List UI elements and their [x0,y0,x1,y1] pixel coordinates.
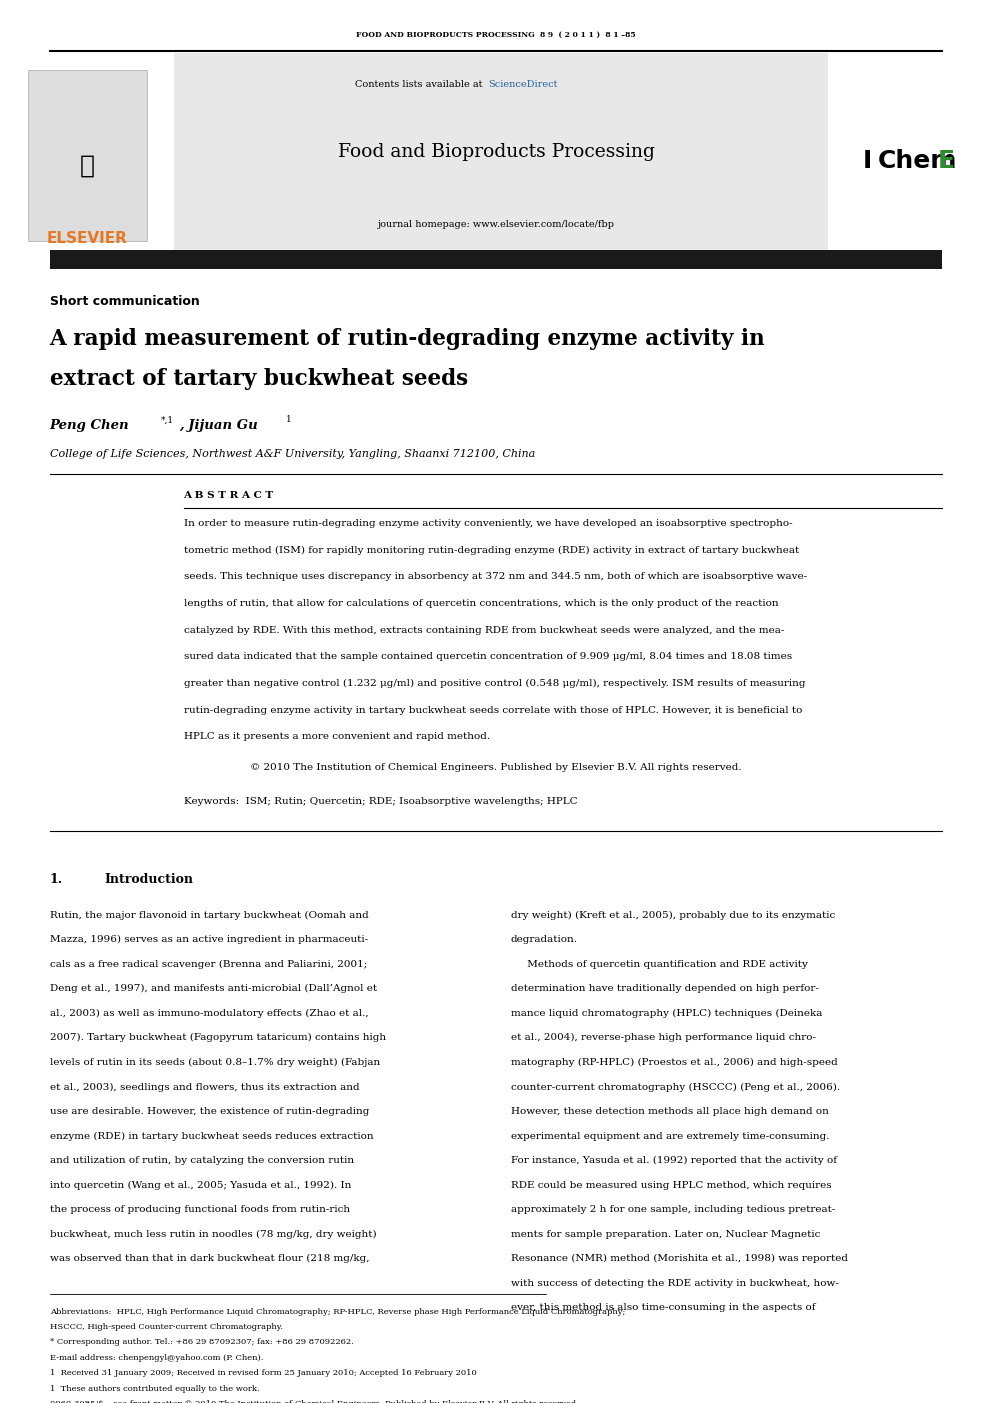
Text: Resonance (NMR) method (Morishita et al., 1998) was reported: Resonance (NMR) method (Morishita et al.… [511,1254,848,1264]
Text: use are desirable. However, the existence of rutin-degrading: use are desirable. However, the existenc… [50,1107,369,1115]
Text: buckwheat, much less rutin in noodles (78 mg/kg, dry weight): buckwheat, much less rutin in noodles (7… [50,1229,376,1239]
Text: Food and Bioproducts Processing: Food and Bioproducts Processing [337,143,655,160]
Text: In order to measure rutin-degrading enzyme activity conveniently, we have develo: In order to measure rutin-degrading enzy… [184,519,793,528]
Text: HPLC as it presents a more convenient and rapid method.: HPLC as it presents a more convenient an… [184,732,490,741]
Text: degradation.: degradation. [511,936,578,944]
Text: and utilization of rutin, by catalyzing the conversion rutin: and utilization of rutin, by catalyzing … [50,1156,354,1164]
Text: al., 2003) as well as immuno-modulatory effects (Zhao et al.,: al., 2003) as well as immuno-modulatory … [50,1009,368,1019]
Text: FOOD AND BIOPRODUCTS PROCESSING  8 9  ( 2 0 1 1 )  8 1 –85: FOOD AND BIOPRODUCTS PROCESSING 8 9 ( 2 … [356,31,636,39]
Text: enzyme (RDE) in tartary buckwheat seeds reduces extraction: enzyme (RDE) in tartary buckwheat seeds … [50,1131,373,1141]
Text: ments for sample preparation. Later on, Nuclear Magnetic: ments for sample preparation. Later on, … [511,1229,820,1239]
Text: 0960-3085/$ – see front matter © 2010 The Institution of Chemical Engineers. Pub: 0960-3085/$ – see front matter © 2010 Th… [50,1400,578,1403]
Text: matography (RP-HPLC) (Proestos et al., 2006) and high-speed: matography (RP-HPLC) (Proestos et al., 2… [511,1058,837,1068]
FancyBboxPatch shape [50,250,942,269]
Text: levels of rutin in its seeds (about 0.8–1.7% dry weight) (Fabjan: levels of rutin in its seeds (about 0.8–… [50,1058,380,1068]
Text: dry weight) (Kreft et al., 2005), probably due to its enzymatic: dry weight) (Kreft et al., 2005), probab… [511,911,835,920]
Text: ELSEVIER: ELSEVIER [47,231,128,247]
Text: 2007). Tartary buckwheat (Fagopyrum tataricum) contains high: 2007). Tartary buckwheat (Fagopyrum tata… [50,1033,386,1042]
Text: Introduction: Introduction [104,873,193,885]
Text: catalyzed by RDE. With this method, extracts containing RDE from buckwheat seeds: catalyzed by RDE. With this method, extr… [184,626,784,634]
Text: ever, this method is also time-consuming in the aspects of: ever, this method is also time-consuming… [511,1303,815,1312]
Text: I: I [863,149,872,174]
Text: ScienceDirect: ScienceDirect [488,80,558,88]
Text: sured data indicated that the sample contained quercetin concentration of 9.909 : sured data indicated that the sample con… [184,652,792,661]
Text: © 2010 The Institution of Chemical Engineers. Published by Elsevier B.V. All rig: © 2010 The Institution of Chemical Engin… [250,763,742,772]
Text: approximately 2 h for one sample, including tedious pretreat-: approximately 2 h for one sample, includ… [511,1205,835,1214]
Text: seeds. This technique uses discrepancy in absorbency at 372 nm and 344.5 nm, bot: seeds. This technique uses discrepancy i… [184,572,806,581]
Text: was observed than that in dark buckwheat flour (218 mg/kg,: was observed than that in dark buckwheat… [50,1254,369,1264]
Text: Mazza, 1996) serves as an active ingredient in pharmaceuti-: Mazza, 1996) serves as an active ingredi… [50,936,368,944]
Text: *,1: *,1 [161,415,174,424]
Text: determination have traditionally depended on high perfor-: determination have traditionally depende… [511,985,818,993]
Text: journal homepage: www.elsevier.com/locate/fbp: journal homepage: www.elsevier.com/locat… [378,220,614,229]
Text: 1: 1 [286,415,292,424]
Text: E-mail address: chenpengyl@yahoo.com (P. Chen).: E-mail address: chenpengyl@yahoo.com (P.… [50,1354,263,1362]
Text: E: E [937,149,954,174]
Text: 1.: 1. [50,873,62,885]
Text: tometric method (ISM) for rapidly monitoring rutin-degrading enzyme (RDE) activi: tometric method (ISM) for rapidly monito… [184,546,799,556]
Text: Abbreviations:  HPLC, High Performance Liquid Chromatography; RP-HPLC, Reverse p: Abbreviations: HPLC, High Performance Li… [50,1308,625,1316]
Text: However, these detection methods all place high demand on: However, these detection methods all pla… [511,1107,828,1115]
Text: A B S T R A C T: A B S T R A C T [184,491,274,499]
Text: extract of tartary buckwheat seeds: extract of tartary buckwheat seeds [50,368,467,390]
Text: College of Life Sciences, Northwest A&F University, Yangling, Shaanxi 712100, Ch: College of Life Sciences, Northwest A&F … [50,449,535,459]
Text: HSCCC, High-speed Counter-current Chromatography.: HSCCC, High-speed Counter-current Chroma… [50,1323,283,1331]
Text: Contents lists available at: Contents lists available at [355,80,486,88]
Text: 1  These authors contributed equally to the work.: 1 These authors contributed equally to t… [50,1385,259,1393]
Text: Peng Chen: Peng Chen [50,419,129,432]
Text: For instance, Yasuda et al. (1992) reported that the activity of: For instance, Yasuda et al. (1992) repor… [511,1156,837,1166]
Text: with success of detecting the RDE activity in buckwheat, how-: with success of detecting the RDE activi… [511,1278,839,1288]
Text: rutin-degrading enzyme activity in tartary buckwheat seeds correlate with those : rutin-degrading enzyme activity in tarta… [184,706,802,714]
Text: Short communication: Short communication [50,295,199,307]
Text: Keywords:  ISM; Rutin; Quercetin; RDE; Isoabsorptive wavelengths; HPLC: Keywords: ISM; Rutin; Quercetin; RDE; Is… [184,797,577,805]
FancyBboxPatch shape [174,53,828,250]
Text: * Corresponding author. Tel.: +86 29 87092307; fax: +86 29 87092262.: * Corresponding author. Tel.: +86 29 870… [50,1338,353,1347]
Text: mance liquid chromatography (HPLC) techniques (Deineka: mance liquid chromatography (HPLC) techn… [511,1009,822,1019]
Text: Deng et al., 1997), and manifests anti-microbial (Dall’Agnol et: Deng et al., 1997), and manifests anti-m… [50,985,377,993]
Text: Rutin, the major flavonoid in tartary buckwheat (Oomah and: Rutin, the major flavonoid in tartary bu… [50,911,368,920]
Text: 🌲: 🌲 [79,153,95,178]
Text: Methods of quercetin quantification and RDE activity: Methods of quercetin quantification and … [511,960,807,968]
Text: counter-current chromatography (HSCCC) (Peng et al., 2006).: counter-current chromatography (HSCCC) (… [511,1083,840,1092]
Text: greater than negative control (1.232 μg/ml) and positive control (0.548 μg/ml), : greater than negative control (1.232 μg/… [184,679,806,689]
Text: et al., 2003), seedlings and flowers, thus its extraction and: et al., 2003), seedlings and flowers, th… [50,1083,359,1092]
Text: et al., 2004), reverse-phase high performance liquid chro-: et al., 2004), reverse-phase high perfor… [511,1033,815,1042]
FancyBboxPatch shape [28,70,147,241]
Text: lengths of rutin, that allow for calculations of quercetin concentrations, which: lengths of rutin, that allow for calcula… [184,599,778,607]
Text: RDE could be measured using HPLC method, which requires: RDE could be measured using HPLC method,… [511,1180,831,1190]
Text: 1  Received 31 January 2009; Received in revised form 25 January 2010; Accepted : 1 Received 31 January 2009; Received in … [50,1369,476,1378]
Text: A rapid measurement of rutin-degrading enzyme activity in: A rapid measurement of rutin-degrading e… [50,328,765,351]
Text: into quercetin (Wang et al., 2005; Yasuda et al., 1992). In: into quercetin (Wang et al., 2005; Yasud… [50,1180,351,1190]
Text: the process of producing functional foods from rutin-rich: the process of producing functional food… [50,1205,350,1214]
Text: experimental equipment and are extremely time-consuming.: experimental equipment and are extremely… [511,1131,829,1141]
Text: Chem: Chem [878,149,957,174]
Text: , Jijuan Gu: , Jijuan Gu [179,419,257,432]
Text: cals as a free radical scavenger (Brenna and Paliarini, 2001;: cals as a free radical scavenger (Brenna… [50,960,367,969]
